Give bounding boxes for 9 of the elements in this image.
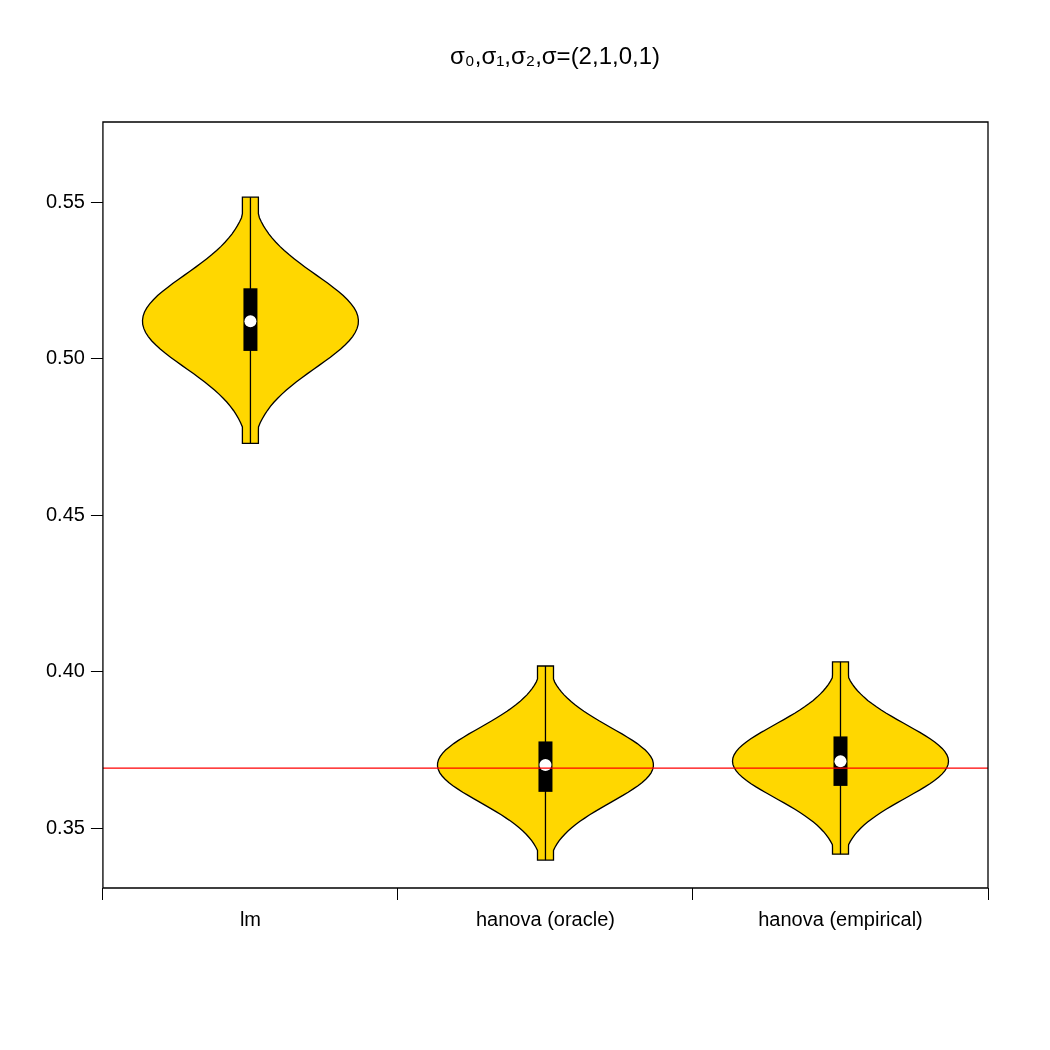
chart-title: σ₀,σ₁,σ₂,σ=(2,1,0,1): [449, 42, 661, 70]
y-tick-label: 0.50: [45, 346, 85, 369]
x-tick-label: lm: [239, 907, 261, 930]
y-tick-label: 0.55: [45, 189, 85, 212]
x-tick-label: hanova (empirical): [758, 907, 923, 930]
x-tick-label: hanova (oracle): [475, 907, 615, 930]
y-tick-label: 0.45: [45, 502, 85, 525]
y-tick-label: 0.40: [45, 659, 85, 682]
y-tick-label: 0.35: [45, 816, 85, 839]
